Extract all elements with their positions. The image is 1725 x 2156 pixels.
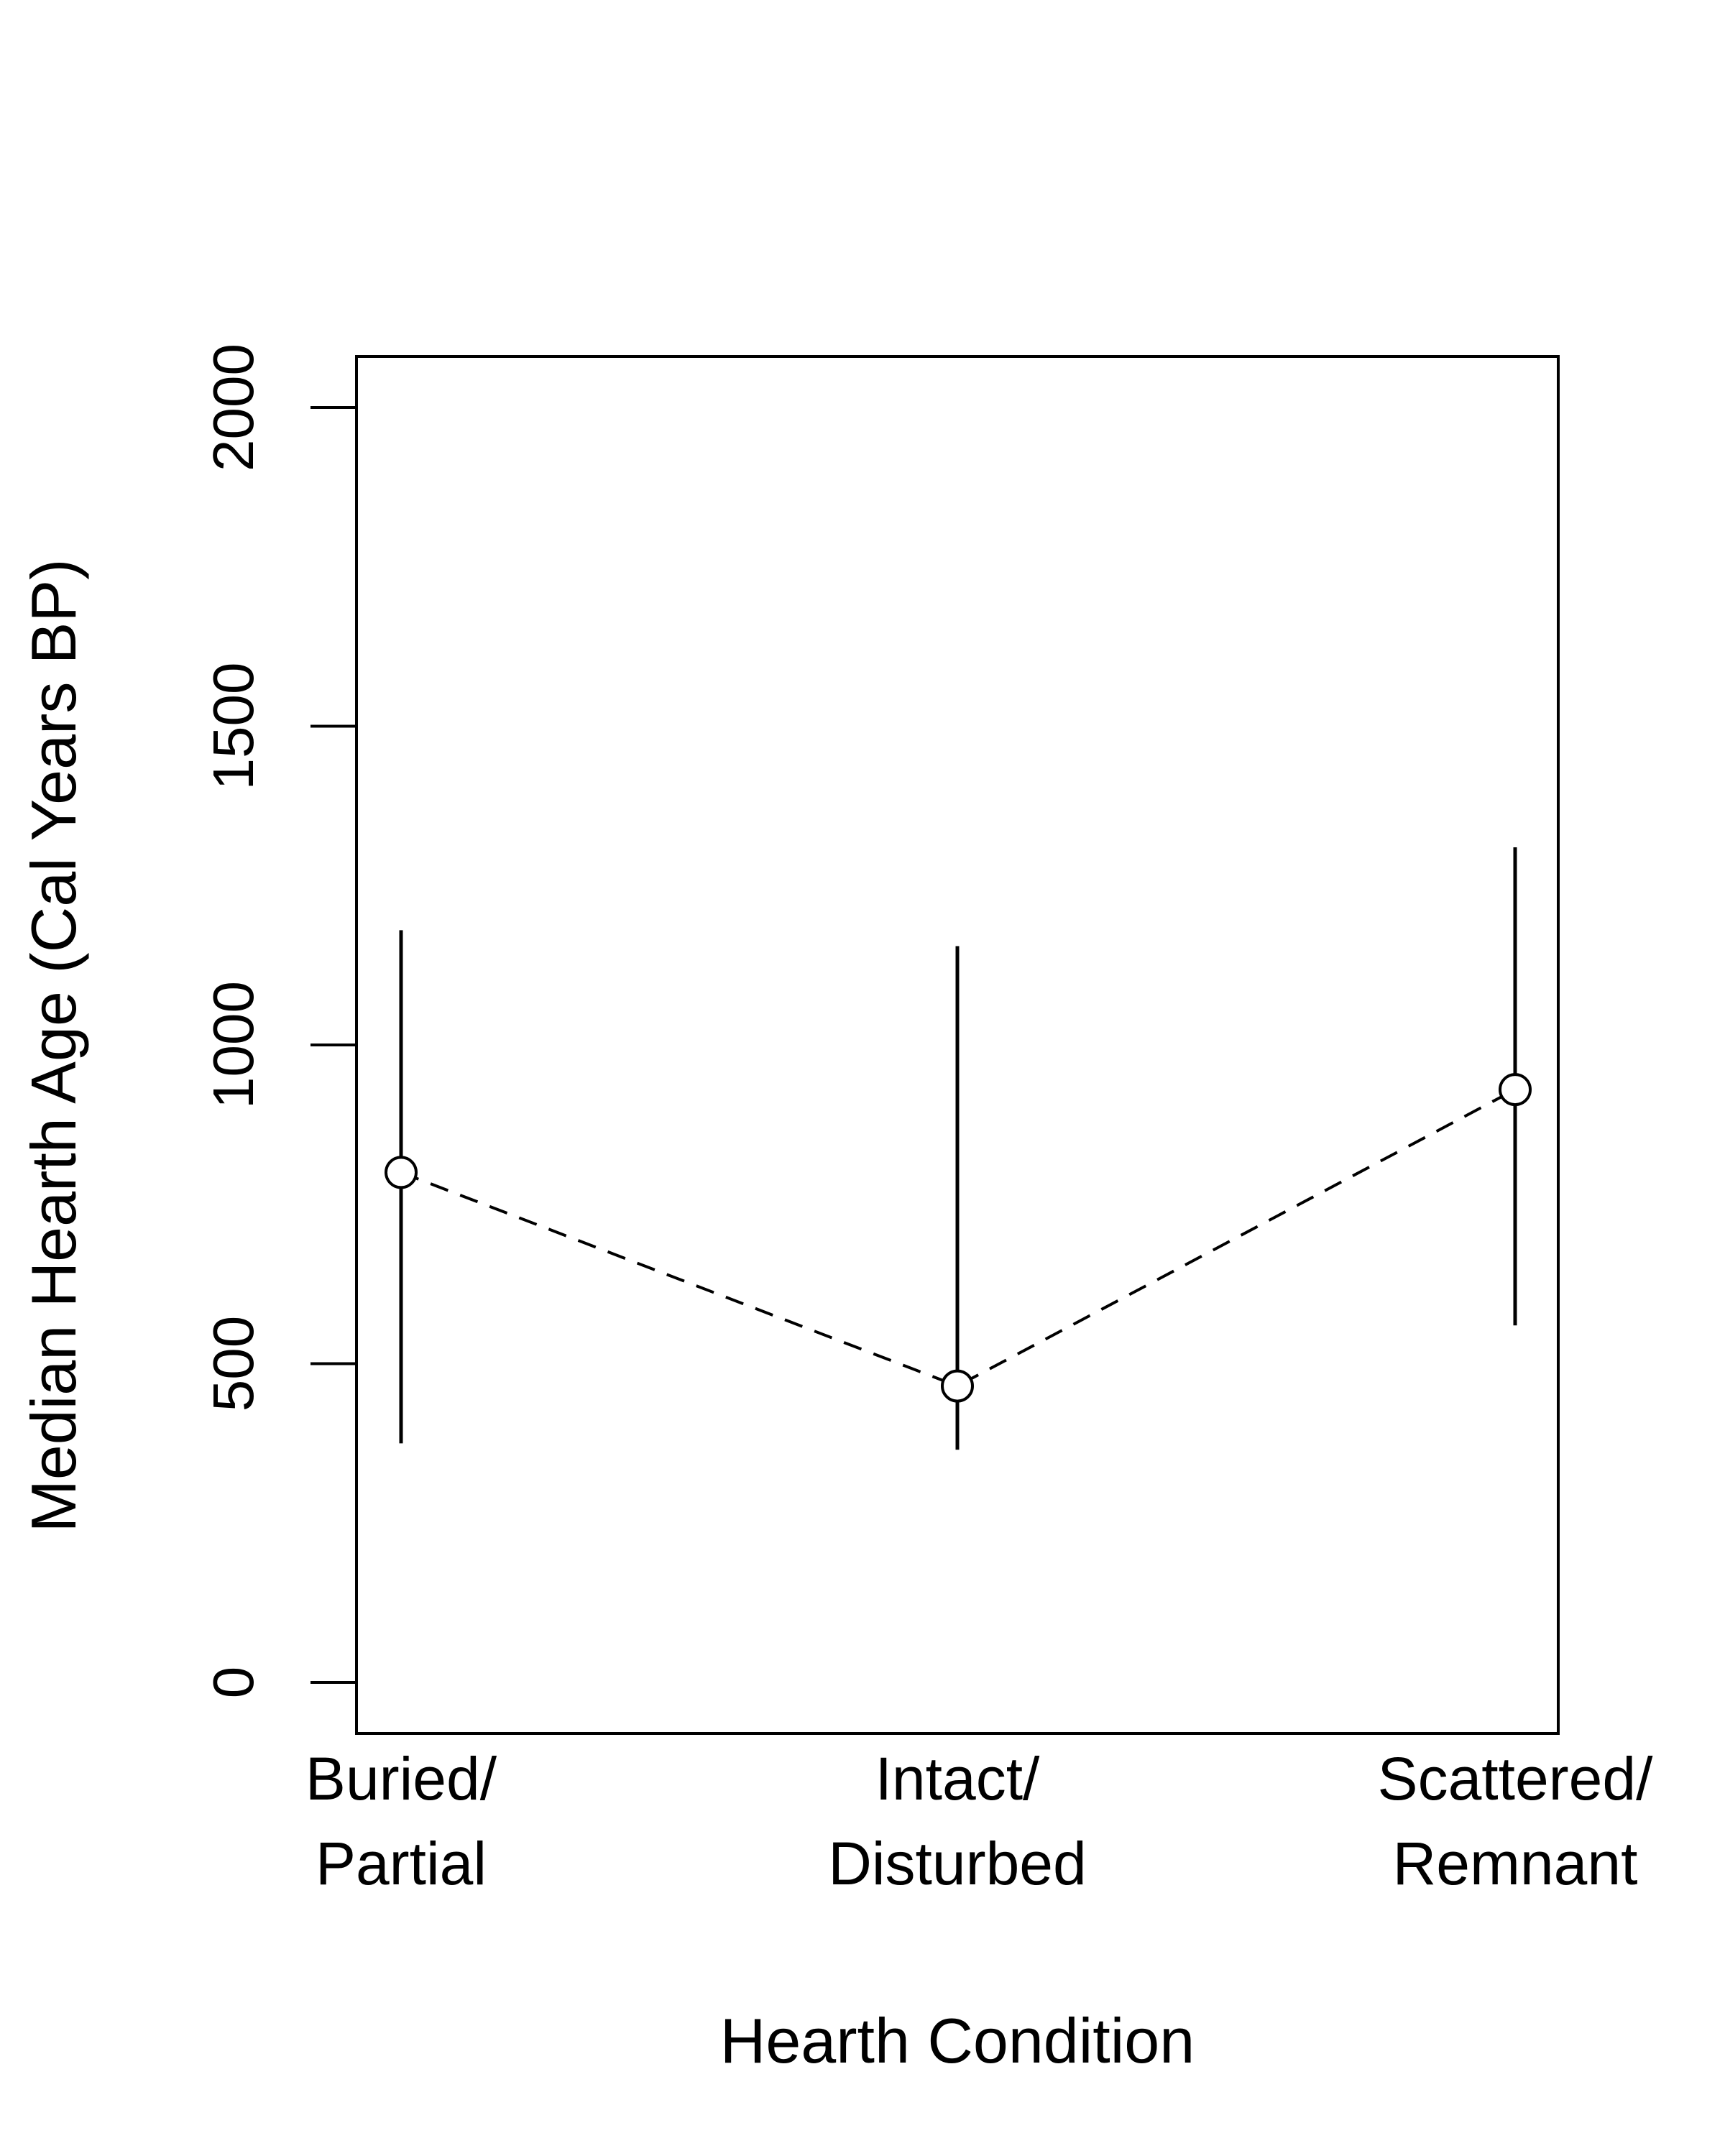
data-point — [1499, 1073, 1532, 1107]
data-point — [941, 1369, 974, 1403]
y-tick-label: 500 — [201, 1316, 265, 1411]
x-axis: Buried/Partial Intact/Disturbed Scattered/… — [305, 1745, 1653, 1897]
y-tick-label: 1000 — [201, 981, 265, 1109]
x-tick-label: Scattered/ — [1378, 1745, 1654, 1812]
y-axis-label: Median Hearth Age (Cal Years BP) — [18, 559, 89, 1533]
x-tick-label: Buried/ — [305, 1745, 497, 1812]
x-tick-label: Partial — [316, 1830, 487, 1897]
x-tick-label: Disturbed — [828, 1830, 1087, 1897]
y-tick-label: 1500 — [201, 662, 265, 790]
y-tick-label: 2000 — [201, 344, 265, 471]
x-axis-label: Hearth Condition — [720, 2005, 1195, 2076]
y-axis: 0 500 1000 1500 2000 — [201, 344, 356, 1698]
series-line — [400, 1088, 1516, 1388]
x-tick-label: Remnant — [1393, 1830, 1638, 1897]
y-tick-label: 0 — [201, 1667, 265, 1699]
data-point — [385, 1156, 418, 1189]
x-tick-label: Intact/ — [875, 1745, 1040, 1812]
data-marks — [385, 847, 1532, 1450]
